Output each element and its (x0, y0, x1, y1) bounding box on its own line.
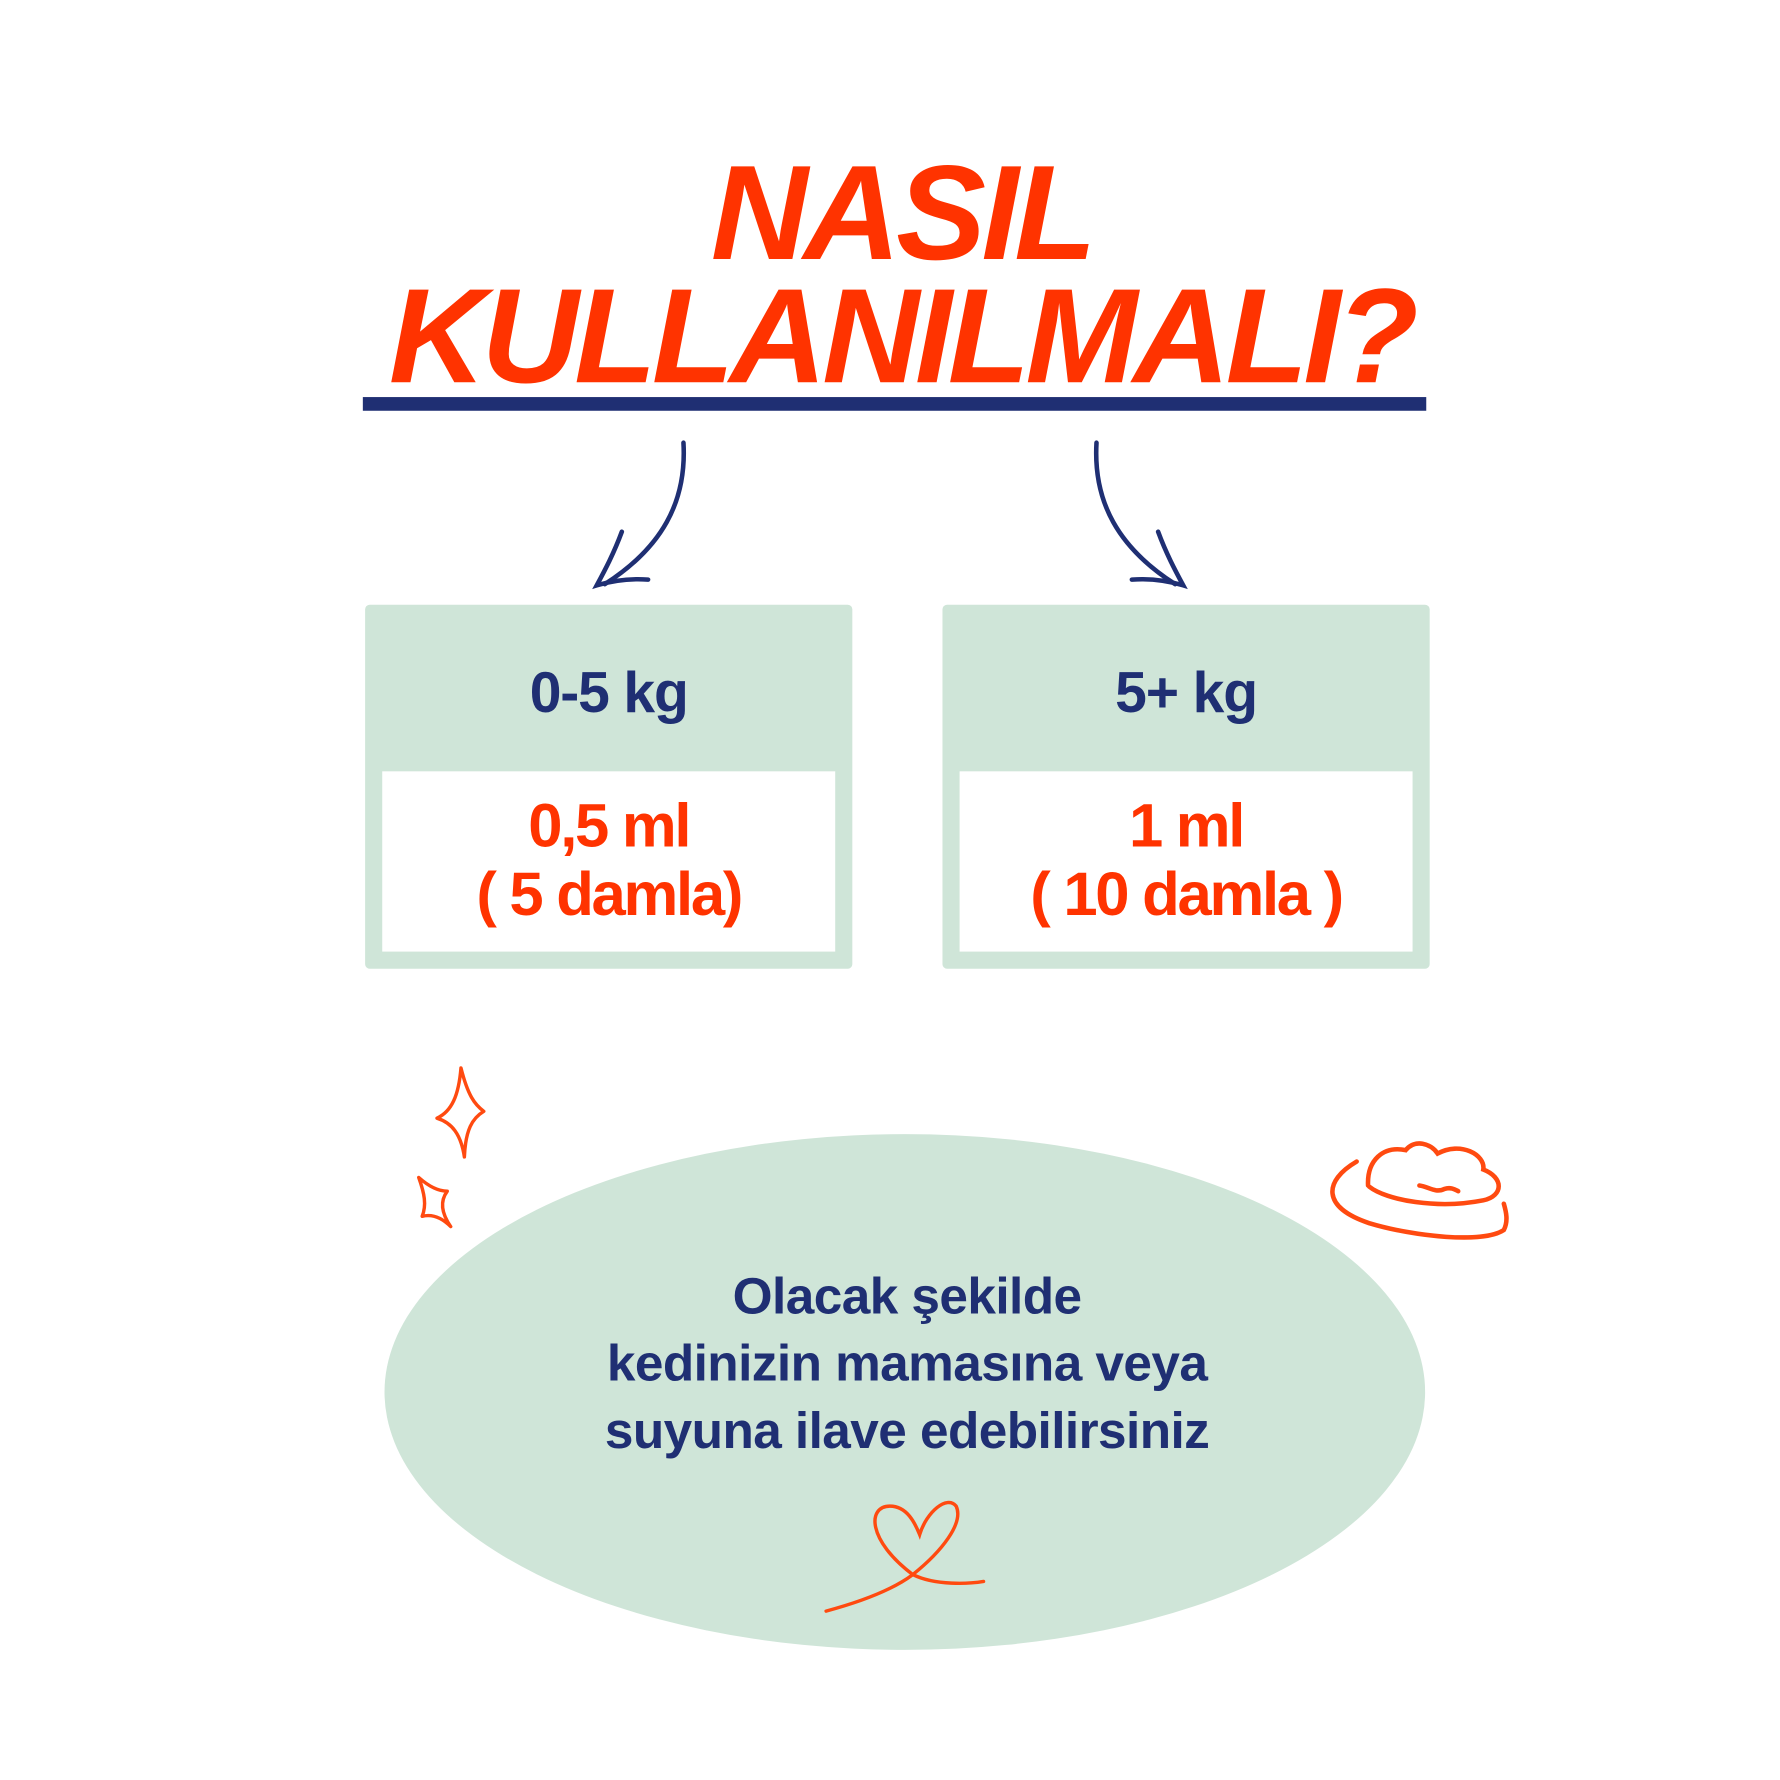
dosage-text: 0,5 ml ( 5 damla) (382, 792, 835, 929)
instruction-ellipse (384, 1134, 1426, 1650)
sparkle-icon (417, 1066, 486, 1229)
instruction-line-1: Olacak şekilde (732, 1266, 1082, 1325)
arrow-down-left-icon (592, 440, 687, 590)
dosage-panel: 1 ml ( 10 damla ) (959, 771, 1413, 952)
instruction-line-3: suyuna ilave edebilirsiniz (604, 1401, 1210, 1460)
heart-icon (824, 1500, 986, 1613)
food-bowl-icon (1330, 1141, 1509, 1240)
instruction-line-2: kedinizin mamasına veya (606, 1333, 1208, 1393)
title-underline (362, 397, 1427, 411)
title-line-1: NASIL (710, 138, 1097, 289)
dosage-panel: 0,5 ml ( 5 damla) (382, 771, 836, 952)
dosage-card-large: 5+ kg 1 ml ( 10 damla ) (942, 604, 1430, 969)
weight-label: 0-5 kg (529, 660, 689, 725)
dosage-amount: 1 ml (1128, 791, 1245, 861)
dosage-text: 1 ml ( 10 damla ) (960, 792, 1413, 929)
title-line-2: KULLANILMALI? (388, 261, 1419, 412)
dosage-card-small: 0-5 kg 0,5 ml ( 5 damla) (365, 604, 853, 969)
arrow-down-right-icon (1093, 440, 1188, 590)
instruction-text: Olacak şekilde kedinizin mamasına veya s… (456, 1262, 1357, 1464)
dosage-drops: ( 5 damla) (476, 860, 743, 929)
weight-label: 5+ kg (1115, 660, 1258, 725)
dosage-drops: ( 10 damla ) (1030, 860, 1344, 929)
dosage-amount: 0,5 ml (528, 791, 691, 861)
